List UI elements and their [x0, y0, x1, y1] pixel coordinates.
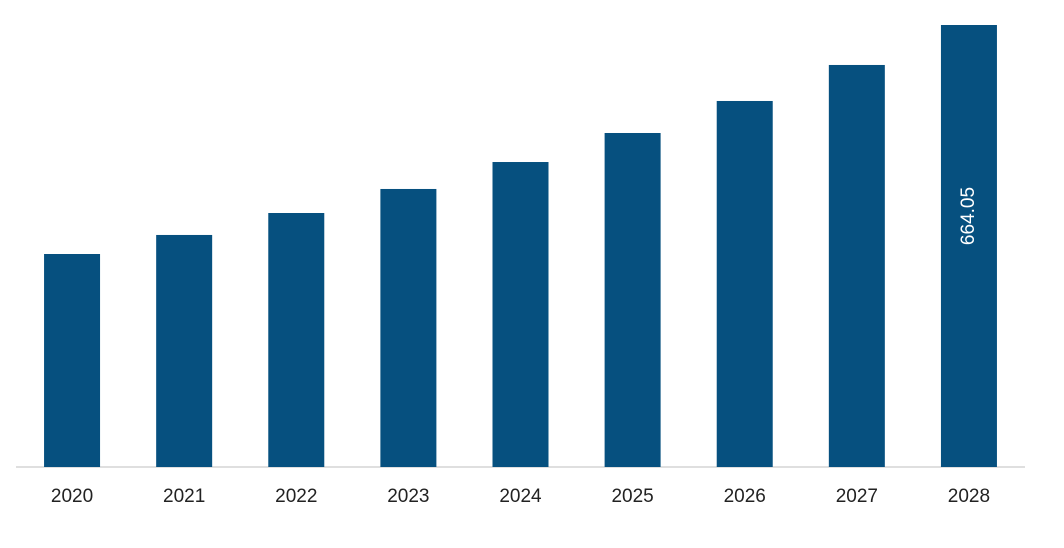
value-label: 664.05	[958, 187, 979, 245]
x-tick-label: 2024	[499, 486, 542, 507]
bar	[604, 132, 661, 467]
bar	[828, 64, 885, 467]
bar	[268, 213, 325, 467]
x-tick-label: 2020	[51, 486, 93, 507]
x-tick-label: 2022	[275, 486, 317, 507]
bar	[940, 25, 997, 467]
bar	[44, 254, 101, 467]
x-tick-label: 2028	[948, 486, 990, 507]
x-tick-label: 2025	[611, 486, 653, 507]
bar	[492, 162, 549, 467]
x-tick-label: 2021	[163, 486, 205, 507]
bar	[156, 234, 213, 467]
x-tick-label: 2026	[724, 486, 766, 507]
x-tick-label: 2027	[836, 486, 878, 507]
bar	[716, 100, 773, 467]
x-tick-label: 2023	[387, 486, 429, 507]
bar	[380, 188, 437, 468]
